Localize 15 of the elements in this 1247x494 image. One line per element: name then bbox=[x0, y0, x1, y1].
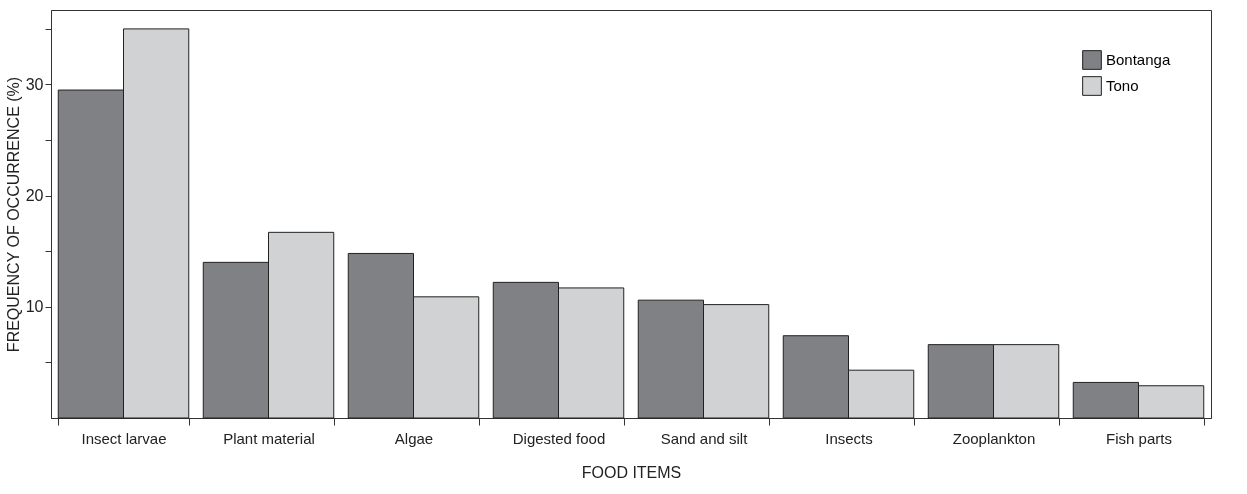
y-tick-label: 10 bbox=[25, 298, 44, 316]
x-axis-title: FOOD ITEMS bbox=[581, 463, 682, 481]
y-axis-title: FREQUENCY OF OCCURRENCE (%) bbox=[4, 76, 22, 353]
y-tick-label: 20 bbox=[25, 187, 44, 205]
x-tick-label: Digested food bbox=[512, 429, 606, 447]
x-tick-label: Sand and silt bbox=[660, 429, 749, 447]
legend-label: Bontanga bbox=[1106, 51, 1171, 68]
x-tick-label: Zooplankton bbox=[952, 429, 1036, 447]
y-tick-label: 30 bbox=[25, 75, 44, 93]
x-tick-label: Fish parts bbox=[1106, 429, 1172, 447]
legend-label: Tono bbox=[1106, 77, 1139, 94]
x-tick-label: Insects bbox=[825, 429, 873, 447]
x-tick-label: Insect larvae bbox=[81, 429, 167, 447]
x-tick-label: Algae bbox=[394, 429, 434, 447]
x-tick-label: Plant material bbox=[223, 429, 315, 447]
